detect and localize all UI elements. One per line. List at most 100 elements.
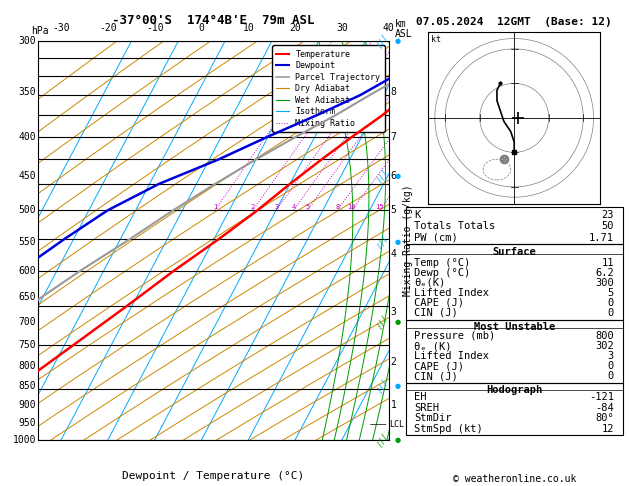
Text: 4: 4 — [391, 249, 396, 259]
Text: 4: 4 — [291, 205, 296, 210]
Text: kt: kt — [431, 35, 442, 44]
Text: ///: /// — [375, 167, 390, 184]
Text: EH: EH — [415, 392, 427, 402]
Text: CIN (J): CIN (J) — [415, 371, 458, 382]
Text: 400: 400 — [18, 132, 36, 141]
Text: 650: 650 — [18, 292, 36, 302]
Text: 6.2: 6.2 — [595, 268, 614, 278]
Text: 300: 300 — [18, 36, 36, 46]
Text: ///: /// — [375, 233, 390, 251]
Text: K: K — [415, 210, 421, 220]
Text: 500: 500 — [18, 206, 36, 215]
Text: -37°00'S  174°4B'E  79m ASL: -37°00'S 174°4B'E 79m ASL — [112, 14, 314, 27]
Text: 0: 0 — [608, 361, 614, 371]
Text: Mixing Ratio (g/kg): Mixing Ratio (g/kg) — [403, 185, 413, 296]
Text: ●: ● — [394, 437, 401, 443]
Text: θₑ (K): θₑ (K) — [415, 341, 452, 351]
Text: km: km — [395, 19, 407, 29]
Text: Surface: Surface — [493, 247, 536, 258]
Text: CIN (J): CIN (J) — [415, 308, 458, 318]
Text: -84: -84 — [595, 403, 614, 413]
Text: CAPE (J): CAPE (J) — [415, 361, 464, 371]
Text: 10: 10 — [242, 23, 254, 34]
Text: 7: 7 — [391, 132, 396, 141]
Text: Dewpoint / Temperature (°C): Dewpoint / Temperature (°C) — [122, 471, 304, 482]
Text: Hodograph: Hodograph — [486, 385, 542, 395]
Text: 450: 450 — [18, 171, 36, 180]
Text: -20: -20 — [99, 23, 117, 34]
Text: LCL: LCL — [389, 420, 404, 429]
Text: CAPE (J): CAPE (J) — [415, 298, 464, 308]
Text: ●: ● — [394, 239, 401, 245]
Text: 80°: 80° — [595, 413, 614, 423]
Text: 8: 8 — [391, 87, 396, 97]
Text: 5: 5 — [305, 205, 309, 210]
Text: 800: 800 — [18, 361, 36, 371]
Text: 800: 800 — [595, 331, 614, 341]
Text: 30: 30 — [336, 23, 348, 34]
Text: 11: 11 — [601, 258, 614, 267]
Text: 50: 50 — [601, 221, 614, 231]
Text: Totals Totals: Totals Totals — [415, 221, 496, 231]
Text: 6: 6 — [391, 171, 396, 180]
Text: Pressure (mb): Pressure (mb) — [415, 331, 496, 341]
Text: 5: 5 — [608, 288, 614, 297]
Text: ●: ● — [394, 319, 401, 325]
Text: 302: 302 — [595, 341, 614, 351]
Text: -30: -30 — [52, 23, 70, 34]
Text: 1: 1 — [213, 205, 217, 210]
Text: 23: 23 — [601, 210, 614, 220]
Text: Dewp (°C): Dewp (°C) — [415, 268, 470, 278]
Text: 850: 850 — [18, 381, 36, 391]
Text: ●: ● — [394, 383, 401, 389]
Text: 8: 8 — [335, 205, 339, 210]
Text: 0: 0 — [199, 23, 204, 34]
Text: 3: 3 — [391, 307, 396, 317]
Text: ///: /// — [375, 33, 390, 50]
Text: Most Unstable: Most Unstable — [474, 322, 555, 332]
Text: 0: 0 — [608, 371, 614, 382]
Text: -10: -10 — [146, 23, 164, 34]
Text: © weatheronline.co.uk: © weatheronline.co.uk — [452, 473, 576, 484]
Text: Lifted Index: Lifted Index — [415, 351, 489, 361]
Text: 12: 12 — [601, 423, 614, 434]
Text: 600: 600 — [18, 266, 36, 276]
Text: ●: ● — [394, 173, 401, 178]
Text: StmSpd (kt): StmSpd (kt) — [415, 423, 483, 434]
Text: 350: 350 — [18, 87, 36, 97]
Text: Temp (°C): Temp (°C) — [415, 258, 470, 267]
Text: 15: 15 — [376, 205, 384, 210]
Text: 40: 40 — [383, 23, 394, 34]
Text: 300: 300 — [595, 278, 614, 288]
Text: PW (cm): PW (cm) — [415, 233, 458, 243]
Text: StmDir: StmDir — [415, 413, 452, 423]
Text: 0: 0 — [608, 298, 614, 308]
Text: ///: /// — [375, 377, 390, 395]
Text: 07.05.2024  12GMT  (Base: 12): 07.05.2024 12GMT (Base: 12) — [416, 17, 612, 27]
Text: 550: 550 — [18, 237, 36, 247]
Text: -121: -121 — [589, 392, 614, 402]
Text: 700: 700 — [18, 317, 36, 327]
Text: 3: 3 — [274, 205, 279, 210]
Text: ///: /// — [375, 431, 390, 449]
Text: 2: 2 — [250, 205, 255, 210]
Text: 1.71: 1.71 — [589, 233, 614, 243]
Text: 0: 0 — [608, 308, 614, 318]
Text: 900: 900 — [18, 400, 36, 410]
Text: 3: 3 — [608, 351, 614, 361]
Text: ///: /// — [375, 313, 390, 330]
Text: SREH: SREH — [415, 403, 440, 413]
Text: 1000: 1000 — [13, 435, 36, 445]
Legend: Temperature, Dewpoint, Parcel Trajectory, Dry Adiabat, Wet Adiabat, Isotherm, Mi: Temperature, Dewpoint, Parcel Trajectory… — [272, 46, 384, 132]
Text: ASL: ASL — [395, 29, 413, 39]
Text: Lifted Index: Lifted Index — [415, 288, 489, 297]
Text: 750: 750 — [18, 340, 36, 349]
Text: 20: 20 — [289, 23, 301, 34]
Text: θₑ(K): θₑ(K) — [415, 278, 445, 288]
Text: 2: 2 — [391, 357, 396, 367]
Text: 950: 950 — [18, 418, 36, 428]
Text: 5: 5 — [391, 206, 396, 215]
Text: 10: 10 — [348, 205, 356, 210]
Text: hPa: hPa — [31, 26, 49, 36]
Text: 1: 1 — [391, 400, 396, 410]
